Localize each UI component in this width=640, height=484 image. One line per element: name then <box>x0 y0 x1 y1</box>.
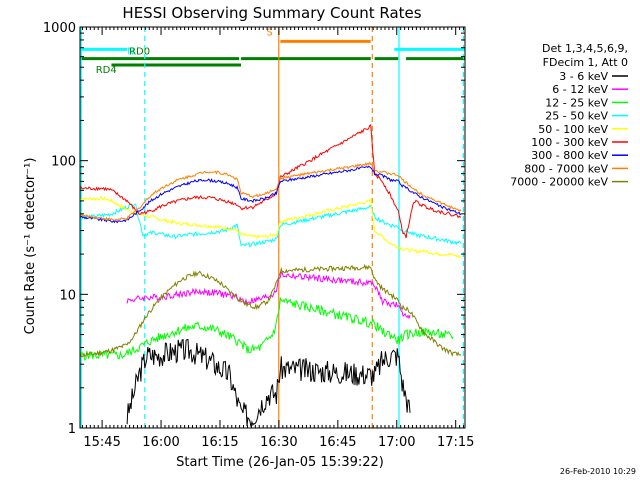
legend-label-1: 6 - 12 keV <box>552 83 608 96</box>
x-tick-label-4: 16:45 <box>319 435 356 450</box>
legend-label-4: 50 - 100 keV <box>538 123 608 136</box>
series-line-5 <box>79 123 462 239</box>
annotation-s: S <box>266 27 272 38</box>
y-axis-label: Count Rate (s⁻¹ detector⁻¹) <box>23 158 38 335</box>
series-line-4 <box>79 196 462 259</box>
plot-frame <box>79 26 466 429</box>
legend-label-0: 3 - 6 keV <box>559 70 608 83</box>
annotation-n: N <box>127 46 134 57</box>
legend: Det 1,3,4,5,6,9,FDecim 1, Att 03 - 6 keV… <box>510 42 628 189</box>
x-tick-label-0: 15:45 <box>83 435 120 450</box>
legend-label-5: 100 - 300 keV <box>531 136 608 149</box>
annotation-rd4: RD4 <box>96 65 117 76</box>
axes-layer: 15:45 16:00 16:15 16:30 16:45 17:00 17:15 1 10 10… <box>43 21 475 450</box>
x-tick-label-6: 17:15 <box>437 435 474 450</box>
y-tick-label-0: 1 <box>68 422 76 437</box>
x-tick-label-1: 16:00 <box>142 435 179 450</box>
series-line-3 <box>79 203 462 248</box>
x-tick-label-3: 16:30 <box>260 435 297 450</box>
footer-timestamp: 26-Feb-2010 10:29 <box>560 467 636 476</box>
legend-label-2: 12 - 25 keV <box>545 96 608 109</box>
legend-label-8: 7000 - 20000 keV <box>510 176 608 189</box>
series-layer <box>79 123 462 427</box>
series-line-8 <box>79 263 462 358</box>
chart-title: HESSI Observing Summary Count Rates <box>122 4 421 22</box>
legend-label-7: 800 - 7000 keV <box>524 162 608 175</box>
vertical-lines-layer <box>80 27 465 428</box>
legend-label-3: 25 - 50 keV <box>545 110 608 123</box>
annotation-rd0: RD0 <box>129 47 150 58</box>
y-tick-label-3: 1000 <box>43 21 76 36</box>
legend-label-6: 300 - 800 keV <box>531 149 608 162</box>
flag-bars-layer <box>80 39 465 67</box>
legend-header-line-1: FDecim 1, Att 0 <box>543 56 628 69</box>
x-tick-label-5: 17:00 <box>378 435 415 450</box>
series-line-1 <box>126 271 411 320</box>
series-line-0 <box>126 338 411 427</box>
y-tick-label-2: 100 <box>51 155 76 170</box>
x-tick-label-2: 16:15 <box>201 435 238 450</box>
x-axis-label: Start Time (26-Jan-05 15:39:22) <box>176 455 384 470</box>
series-line-6 <box>79 165 462 224</box>
series-line-7 <box>79 161 462 222</box>
y-tick-label-1: 10 <box>59 288 76 303</box>
series-line-2 <box>79 296 454 361</box>
legend-header-line-0: Det 1,3,4,5,6,9, <box>542 42 628 55</box>
